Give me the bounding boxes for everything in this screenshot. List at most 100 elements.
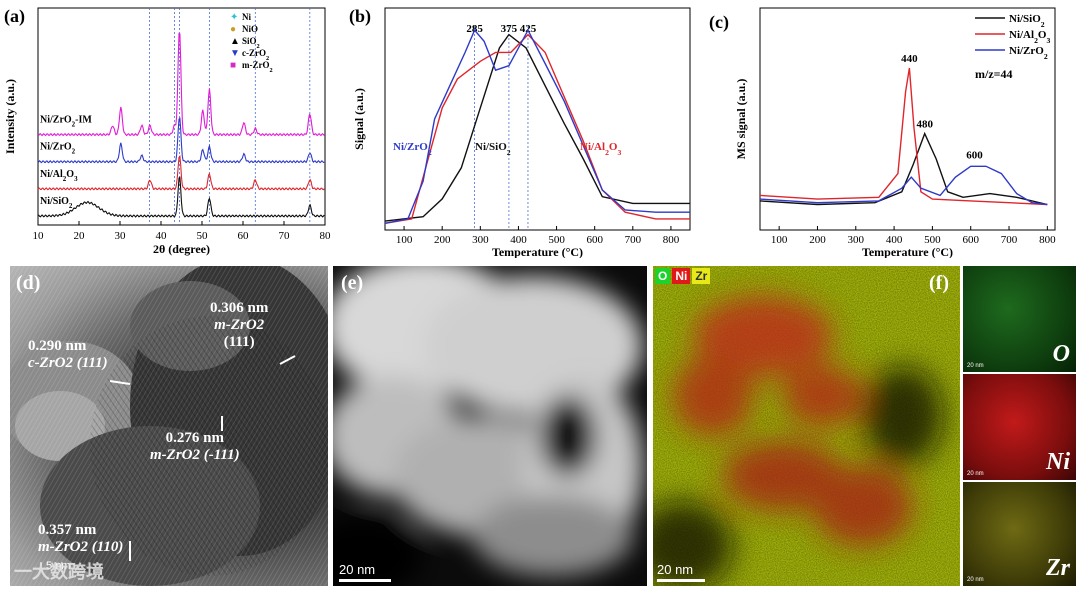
series-label-al2o3: Ni/Al2O3 [580, 141, 621, 157]
xrd-chart: 10 20 30 40 50 60 70 80 2θ (degree) Intensity (a.… [3, 6, 332, 256]
legend-label-3: c-ZrO2 [242, 48, 269, 62]
panel-f-eds: O Ni Zr (f) 20 nm [653, 266, 960, 586]
x-tick-label: 70 [279, 230, 291, 242]
x-tick-label: 700 [1001, 234, 1018, 246]
legend-label-1: Ni/Al2O3 [1009, 29, 1050, 45]
legend-marker-3: ▼ [230, 48, 240, 59]
series-line-ni-sio2 [384, 33, 690, 222]
series-label-sio2: Ni/SiO2 [475, 141, 511, 157]
x-tick-label: 200 [434, 234, 451, 246]
eds-map-zr: Zr 20 nm [963, 482, 1076, 586]
x-tick-label: 20 [74, 230, 86, 242]
plot-frame [384, 7, 691, 231]
panel-e-haadf: (e) 20 nm [333, 266, 647, 586]
legend-marker-0: ✦ [230, 12, 238, 23]
series-line-ni-sio2 [759, 131, 1048, 206]
peak-label-425: 425 [520, 23, 537, 35]
annotation-mzro2-m111: 0.276 nm m-ZrO2 (-111) [150, 430, 240, 463]
watermark: 一大数跨境 [14, 562, 104, 583]
map-scale-o: 20 nm [967, 363, 984, 369]
series-line-ni-sio2 [37, 176, 325, 218]
x-tick-label: 300 [472, 234, 489, 246]
mz-label: m/z=44 [975, 67, 1013, 81]
x-axis-label: Temperature (°C) [862, 245, 953, 258]
x-tick-label: 30 [115, 230, 127, 242]
x-tick-label: 500 [548, 234, 565, 246]
x-axis-label: 2θ (degree) [153, 242, 210, 256]
panel-b-label: (b) [349, 6, 371, 27]
legend-zr: Zr [692, 268, 711, 284]
x-tick-label: 800 [663, 234, 680, 246]
tpo-ms-chart: 100 200 300 400 500 600 700 800 Temperature (°C)… [709, 7, 1056, 259]
plot-frame [37, 7, 326, 226]
peak-label-480: 480 [916, 119, 933, 131]
panel-c-label: (c) [709, 12, 729, 33]
legend-label-2: Ni/ZrO2 [1009, 45, 1048, 61]
panel-a-label: (a) [4, 6, 25, 27]
x-tick-label: 400 [510, 234, 527, 246]
series-label-1: Ni/ZrO2 [40, 142, 76, 156]
x-tick-label: 80 [320, 230, 332, 242]
map-label-ni: Ni [1046, 449, 1070, 475]
map-scale-zr: 20 nm [967, 577, 984, 583]
x-tick-label: 10 [33, 230, 45, 242]
peak-label-440: 440 [901, 53, 918, 65]
series-line-ni-zro2 [37, 117, 325, 164]
series-line-ni-al2o3 [37, 154, 325, 191]
y-axis-label: MS signal (a.u.) [734, 79, 748, 160]
scalebar-f: 20 nm [657, 562, 705, 582]
eds-map-ni: Ni 20 nm [963, 374, 1076, 480]
series-label-0: Ni/ZrO2-IM [40, 115, 92, 129]
annotation-mzro2-111: 0.306 nm m-ZrO2 (111) [210, 300, 269, 350]
legend-label-4: m-ZrO2 [242, 60, 273, 74]
y-axis-label: Signal (a.u.) [352, 88, 366, 150]
peak-label-375: 375 [501, 23, 518, 35]
panel-c-tpo: 100 200 300 400 500 600 700 800 Temperature (°C)… [705, 0, 1080, 259]
series-label-2: Ni/Al2O3 [40, 169, 78, 183]
x-tick-label: 100 [771, 234, 788, 246]
eds-map-o: O 20 nm [963, 266, 1076, 372]
series-label-3: Ni/SiO2 [40, 196, 73, 210]
legend-label-2: SiO2 [242, 36, 260, 50]
h2-tpr-chart: 285 375 425 100 200 300 400 500 600 700 800 Tempera… [349, 6, 691, 259]
x-tick-label: 500 [924, 234, 941, 246]
legend-marker-1: ● [230, 24, 236, 35]
y-axis-label: Intensity (a.u.) [3, 79, 17, 154]
x-axis-label: Temperature (°C) [492, 245, 583, 258]
scalebar-e: 20 nm [339, 562, 391, 582]
series-line-ni-al2o3 [759, 67, 1048, 206]
series-label-zro2: Ni/ZrO2 [393, 141, 432, 157]
annotation-czro2-111: 0.290 nm c-ZrO2 (111) [28, 338, 108, 371]
x-tick-label: 300 [848, 234, 865, 246]
x-tick-label: 40 [156, 230, 168, 242]
map-scale-ni: 20 nm [967, 471, 984, 477]
x-tick-label: 100 [396, 234, 413, 246]
x-tick-label: 700 [625, 234, 642, 246]
legend-marker-2: ▲ [230, 36, 240, 47]
series-line-ni-zro2-im [37, 32, 325, 137]
legend-label-0: Ni [242, 12, 251, 22]
x-tick-label: 800 [1039, 234, 1056, 246]
panel-e-label: (e) [341, 272, 364, 294]
scalebar-d: 5 nm [46, 560, 71, 572]
legend-label-0: Ni/SiO2 [1009, 13, 1045, 29]
panel-d-label: (d) [16, 272, 41, 294]
eds-legend: O Ni Zr [655, 268, 711, 284]
peak-label-600: 600 [966, 149, 983, 161]
legend-o: O [655, 268, 671, 284]
plot-frame [759, 7, 1056, 231]
panel-f-label: (f) [929, 272, 949, 294]
series-line-ni-zro2 [384, 28, 690, 224]
x-tick-label: 600 [962, 234, 979, 246]
x-tick-label: 50 [197, 230, 209, 242]
fringe-arrow [279, 355, 296, 365]
legend-marker-4: ■ [230, 60, 236, 71]
x-tick-label: 600 [586, 234, 603, 246]
x-tick-label: 200 [809, 234, 826, 246]
x-tick-label: 400 [886, 234, 903, 246]
panel-a-xrd: 10 20 30 40 50 60 70 80 2θ (degree) Intensity (a.… [0, 0, 335, 258]
map-label-o: O [1052, 341, 1070, 367]
map-label-zr: Zr [1046, 555, 1070, 581]
peak-label-285: 285 [466, 23, 483, 35]
legend-ni: Ni [672, 268, 691, 284]
